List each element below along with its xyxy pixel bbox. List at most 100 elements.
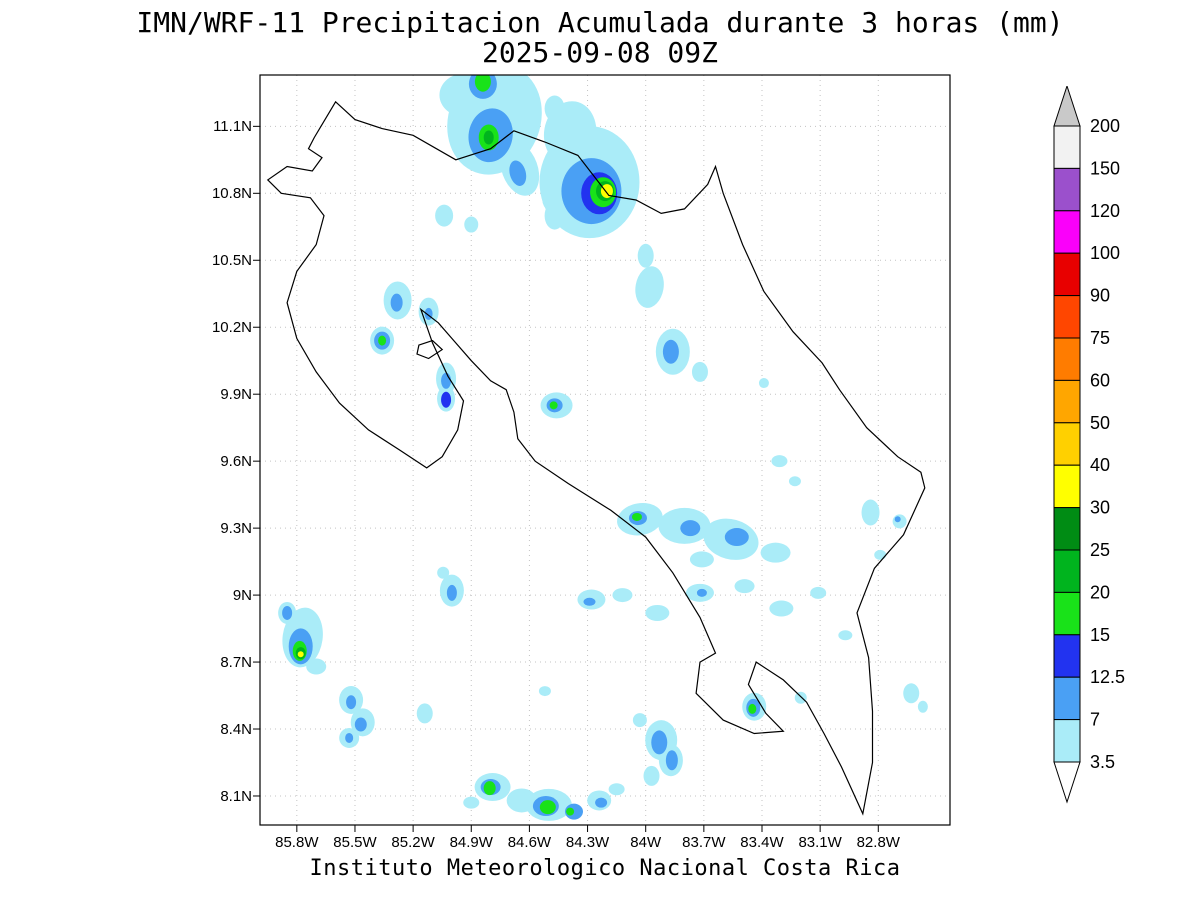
precip-cell — [441, 391, 452, 408]
colorbar-label: 40 — [1090, 455, 1110, 475]
footer-credit: Instituto Meteorologico Nacional Costa R… — [309, 856, 901, 881]
precip-cell — [917, 700, 928, 713]
precip-cell — [441, 372, 452, 389]
precip-cell — [306, 658, 327, 675]
axis-ticks — [253, 125, 879, 832]
colorbar-label: 50 — [1090, 413, 1110, 433]
precip-cell — [435, 204, 454, 227]
lat-tick-label: 10.8N — [211, 185, 252, 203]
colorbar-label: 75 — [1090, 328, 1110, 348]
precip-cell — [637, 243, 654, 268]
precip-cell — [437, 566, 450, 579]
precip-cell — [483, 781, 496, 796]
precip-cell — [874, 549, 887, 560]
precip-cell — [631, 512, 642, 521]
colorbar-segment — [1053, 676, 1081, 721]
colorbar-segment — [1053, 125, 1081, 169]
colorbar-segment — [1053, 337, 1081, 381]
map-plot-svg — [253, 74, 951, 832]
precip-cell — [608, 783, 625, 796]
colorbar-label: 90 — [1090, 286, 1110, 306]
colorbar-arrow-top — [1053, 84, 1081, 127]
precip-cell — [378, 335, 387, 346]
precip-cell — [509, 160, 527, 186]
precip-cell — [297, 651, 304, 658]
chart-subtitle: 2025-09-08 09Z — [481, 36, 718, 69]
lat-tick-label: 9N — [232, 587, 252, 605]
coastline — [266, 100, 926, 816]
precip-cell — [612, 588, 633, 603]
lon-tick-label: 84.9W — [449, 834, 493, 851]
precip-cell — [903, 683, 920, 704]
precip-cell — [583, 597, 596, 606]
precip-cell — [771, 455, 788, 468]
lat-tick-label: 9.6N — [220, 453, 252, 471]
island-outline — [416, 339, 444, 360]
colorbar-segment — [1053, 507, 1081, 551]
colorbar-segment — [1053, 379, 1081, 424]
colorbar-segment — [1053, 464, 1081, 509]
colorbar-label: 200 — [1090, 116, 1120, 136]
precip-cell — [539, 800, 556, 815]
colorbar-label: 12.5 — [1090, 667, 1125, 687]
precip-cell — [810, 586, 827, 599]
colorbar-label: 120 — [1090, 201, 1120, 221]
precip-cell — [651, 730, 668, 755]
colorbar-label: 3.5 — [1090, 752, 1115, 772]
colorbar-segment — [1053, 295, 1081, 339]
lon-tick-label: 83.1W — [798, 834, 842, 851]
precip-cell — [354, 717, 367, 732]
lon-tick-label: 82.8W — [856, 834, 900, 851]
lon-tick-label: 85.8W — [275, 834, 319, 851]
colorbar-segment — [1053, 167, 1081, 212]
precip-cell — [345, 732, 354, 743]
lon-tick-label: 83.4W — [740, 834, 784, 851]
colorbar: 200 150 120 100 90 75 60 50 40 30 25 20 15 12.5 7 3.5 — [1052, 84, 1182, 806]
colorbar-segment — [1053, 719, 1081, 763]
chart-title: IMN/WRF-11 Precipitacion Acumulada duran… — [136, 6, 1064, 39]
precip-cell — [696, 588, 707, 597]
precip-cell — [691, 361, 708, 382]
precip-cell — [566, 807, 575, 816]
lat-tick-label: 8.1N — [220, 787, 252, 805]
precip-cell — [769, 600, 794, 617]
lon-tick-label: 84.6W — [507, 834, 552, 851]
precip-cells — [278, 75, 928, 821]
precip-cell — [724, 528, 749, 547]
lat-tick-label: 10.2N — [211, 319, 252, 337]
precip-cell — [346, 695, 357, 710]
colorbar-arrow-bottom — [1053, 761, 1081, 804]
precip-cell — [632, 713, 647, 728]
lat-tick-label: 10.5N — [211, 252, 252, 270]
precip-cell — [544, 201, 565, 230]
colorbar-label: 30 — [1090, 498, 1110, 518]
precip-cell — [861, 499, 880, 526]
costa-rica-outline — [266, 100, 926, 816]
precip-cell — [595, 797, 608, 808]
precip-cell — [463, 796, 480, 809]
colorbar-segment — [1053, 210, 1081, 254]
colorbar-segment — [1053, 252, 1081, 297]
colorbar-svg: 200 150 120 100 90 75 60 50 40 30 25 20 15 12.5 7 3.5 — [1053, 84, 1125, 804]
precip-cell — [748, 703, 757, 714]
precip-cell — [689, 551, 714, 568]
precip-cell — [662, 339, 679, 364]
precip-cell — [894, 516, 901, 523]
colorbar-label: 60 — [1090, 370, 1110, 390]
precip-cell — [838, 630, 853, 641]
lon-tick-label: 84.3W — [565, 834, 610, 851]
colorbar-label: 15 — [1090, 625, 1110, 645]
precip-cell — [600, 184, 613, 199]
lat-tick-label: 8.4N — [220, 721, 252, 739]
colorbar-label: 7 — [1090, 710, 1100, 730]
colorbar-segment — [1053, 549, 1081, 593]
lat-tick-label: 9.3N — [220, 520, 252, 538]
precip-cell — [643, 765, 660, 786]
lat-tick-label: 11.1N — [213, 118, 252, 136]
precip-cell — [645, 604, 670, 621]
precip-cell — [665, 750, 678, 771]
lat-tick-label: 9.9N — [220, 386, 252, 404]
precip-cell — [758, 378, 769, 389]
precip-cell — [734, 579, 755, 594]
precip-cell — [788, 476, 801, 487]
